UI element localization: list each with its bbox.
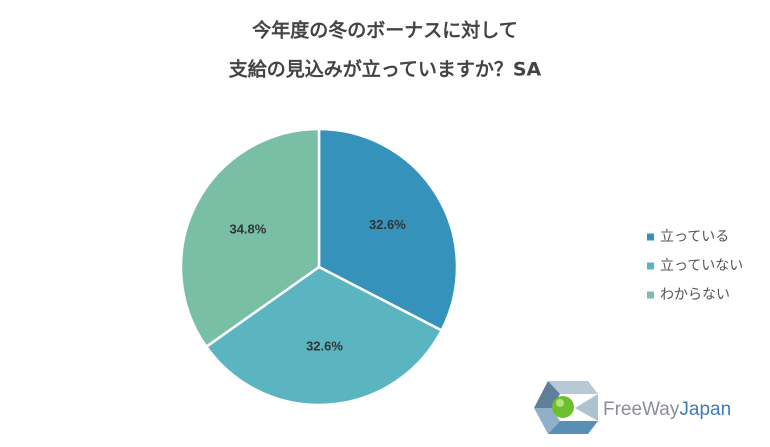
value-label: 32.6% bbox=[306, 338, 343, 353]
logo-part: FreeWay bbox=[603, 399, 680, 420]
legend-label: わからない bbox=[660, 287, 730, 303]
logo-part: Japan bbox=[679, 399, 731, 420]
value-label: 34.8% bbox=[229, 222, 266, 237]
legend-swatch bbox=[647, 262, 654, 270]
legend-swatch bbox=[647, 233, 654, 241]
pie-slice bbox=[204, 265, 444, 407]
legend-label: 立っている bbox=[660, 229, 729, 245]
chart-title: 今年度の冬のボーナスに対して bbox=[251, 19, 517, 42]
logo-icon bbox=[534, 381, 598, 434]
legend-label: 立っていない bbox=[660, 258, 743, 274]
chart-title: 支給の見込みが立っていますか？SA bbox=[228, 58, 542, 81]
logo-text: FreeWayJapan bbox=[603, 399, 731, 420]
legend-swatch bbox=[647, 291, 654, 299]
pie-slice bbox=[317, 127, 459, 333]
pie-slice bbox=[179, 127, 321, 349]
value-label: 32.6% bbox=[369, 217, 406, 232]
